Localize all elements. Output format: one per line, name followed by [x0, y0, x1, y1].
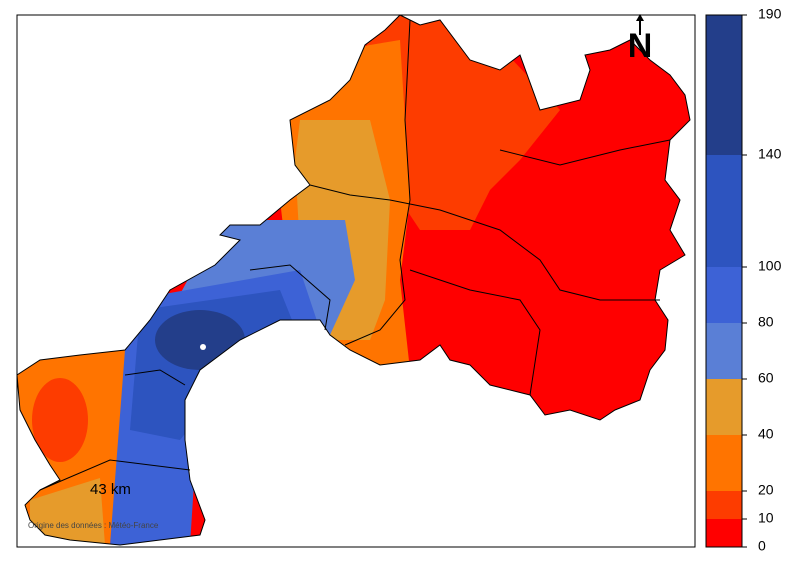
legend-swatch [706, 267, 742, 323]
legend-tick-label: 190 [758, 6, 782, 22]
legend-tick-label: 40 [758, 426, 774, 442]
north-label: N [628, 27, 653, 65]
legend-swatch [706, 323, 742, 379]
color-legend: 0 10 20 40 60 80 100 140 190 [705, 6, 782, 554]
legend-swatch [706, 15, 742, 155]
legend-tick-label: 80 [758, 314, 774, 330]
legend-tick-label: 60 [758, 370, 774, 386]
legend-swatch [706, 435, 742, 491]
borders [16, 14, 691, 546]
legend-tick-label: 100 [758, 258, 782, 274]
source-note: Origine des données : Météo-France [28, 521, 159, 530]
legend-swatch [706, 519, 742, 547]
legend-swatch [706, 491, 742, 519]
legend-tick-label: 20 [758, 482, 774, 498]
scale-label: 43 km [90, 481, 131, 498]
legend-tick-label: 0 [758, 538, 766, 554]
north-arrowhead [636, 14, 644, 21]
legend-tick-label: 140 [758, 146, 782, 162]
legend-frame [705, 14, 743, 548]
legend-swatch [706, 155, 742, 267]
legend-swatch [706, 379, 742, 435]
legend-tick-label: 10 [758, 510, 774, 526]
